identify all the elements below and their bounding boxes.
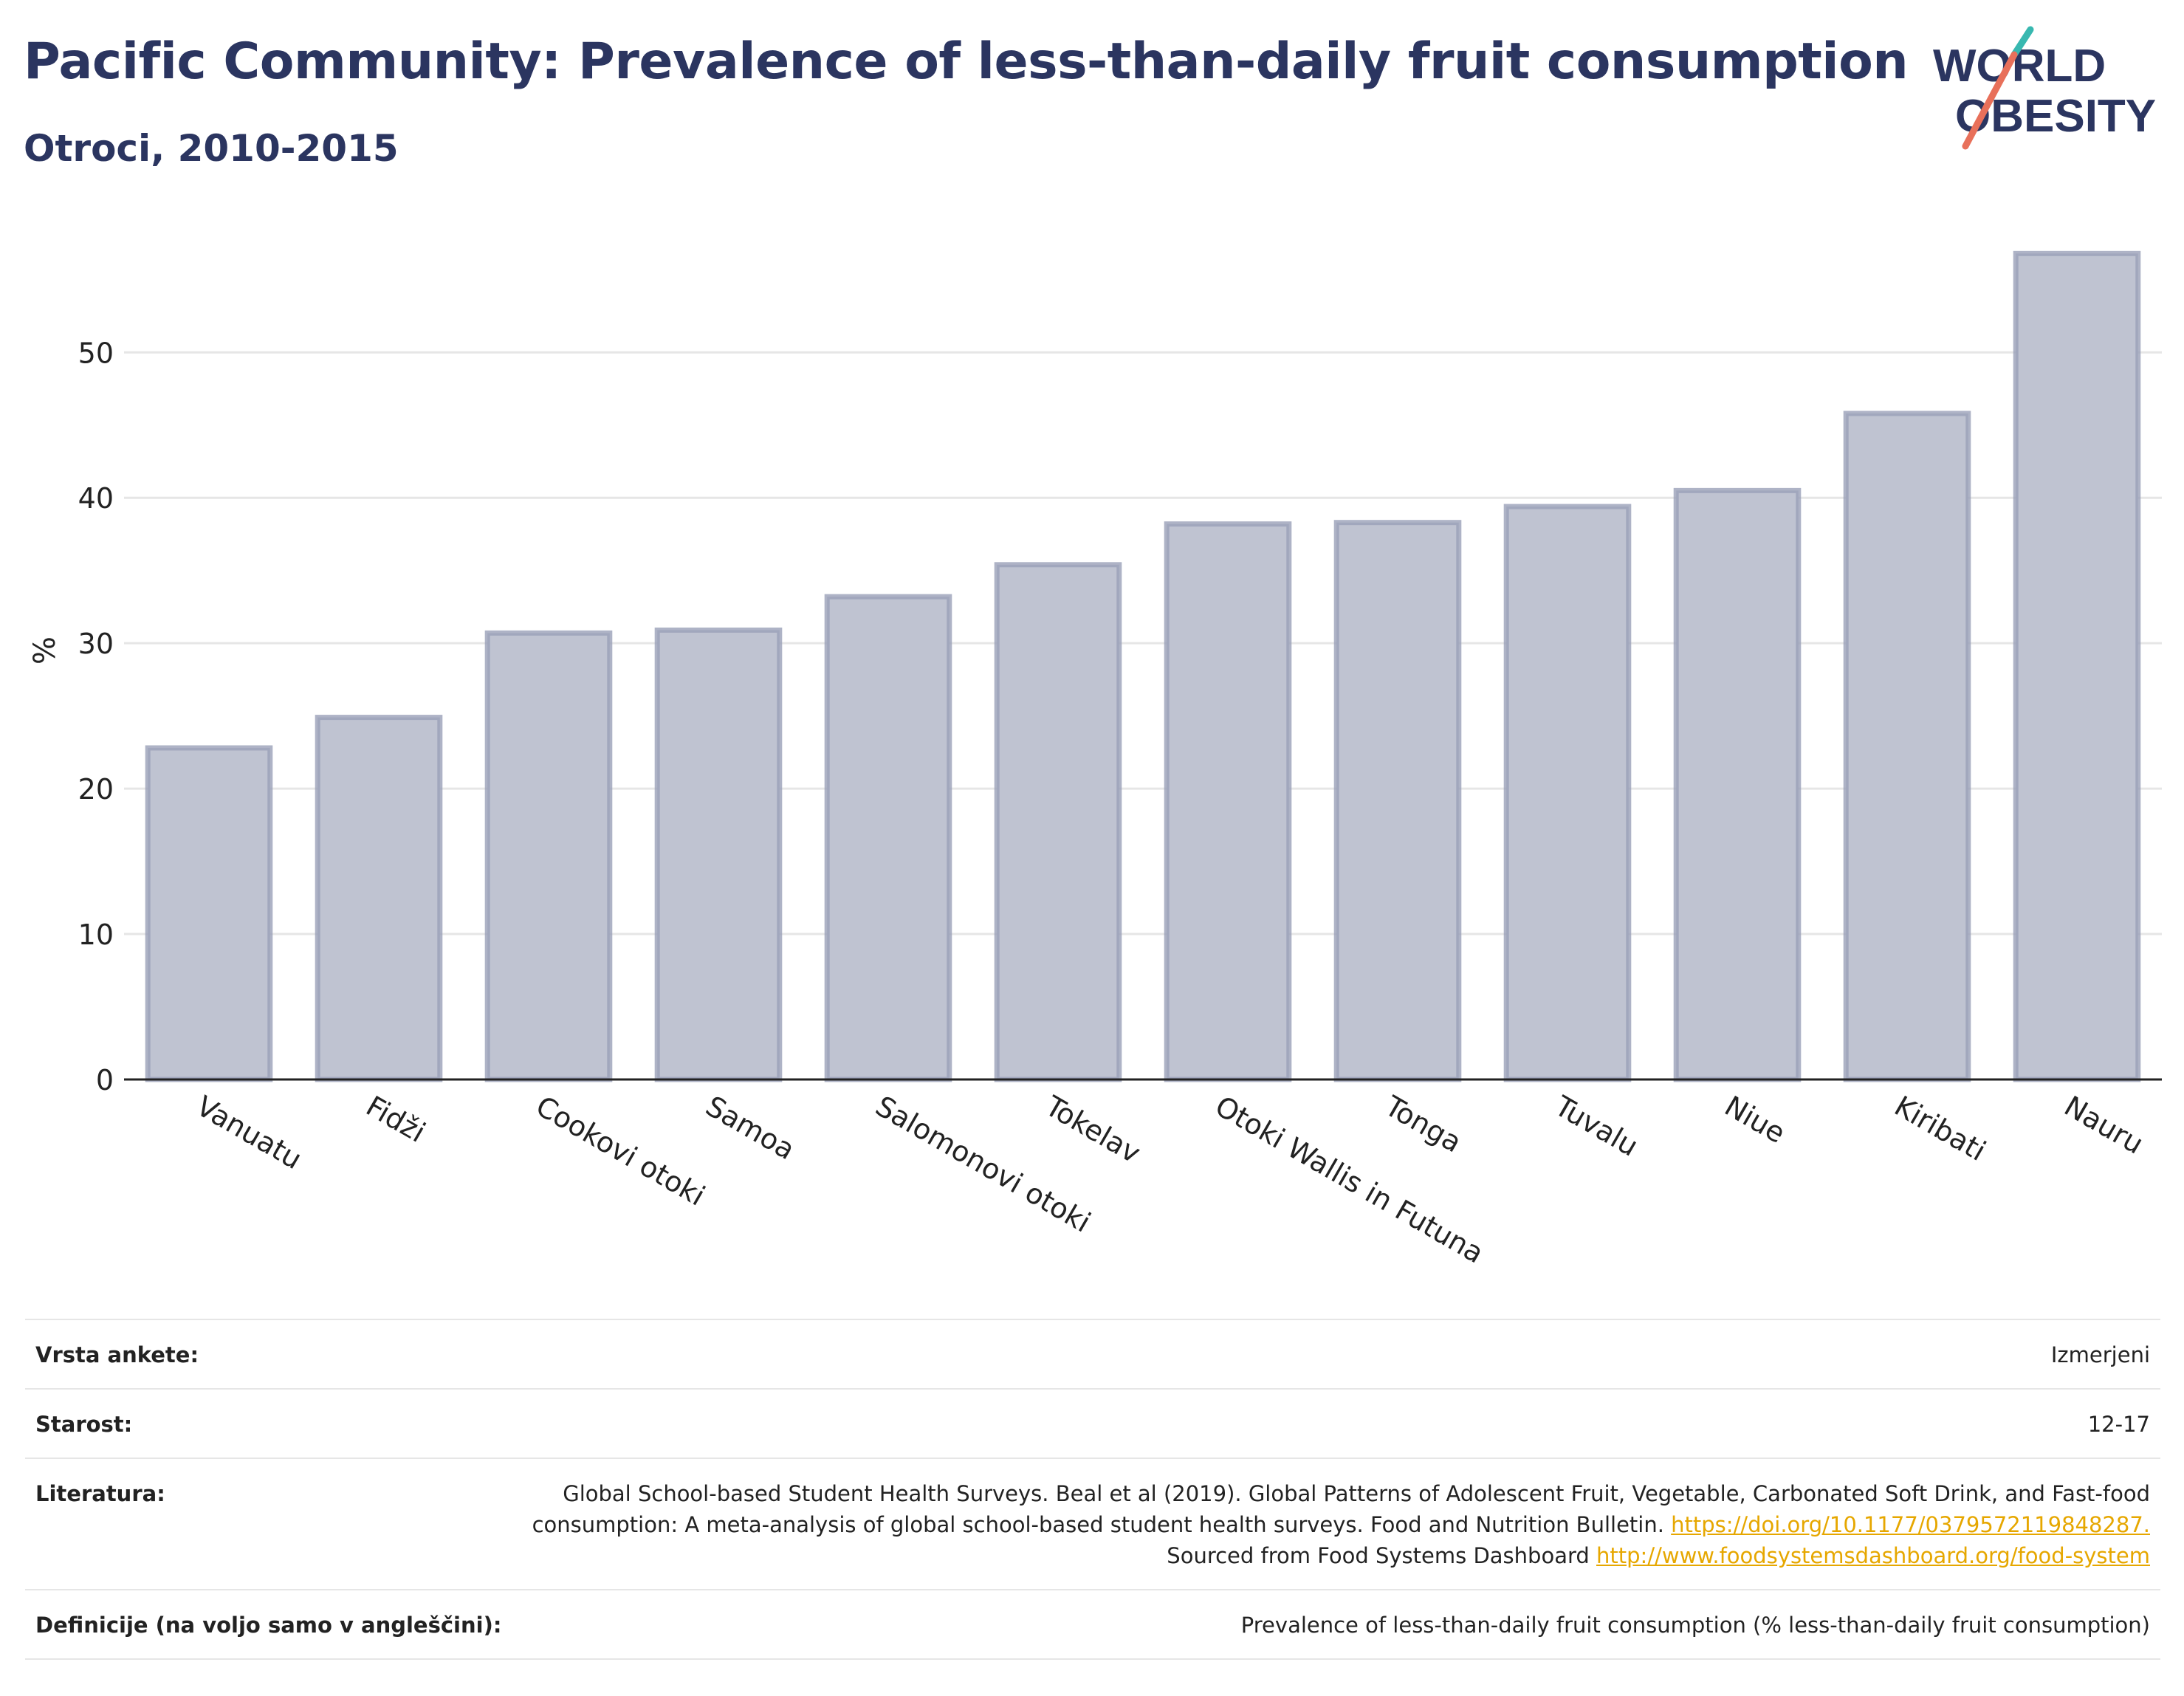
x-tick-label: Nauru (2059, 1090, 2149, 1161)
chart-subtitle: Otroci, 2010-2015 (24, 127, 399, 170)
x-tick-label: Tonga (1379, 1089, 1467, 1158)
y-tick-label: 50 (78, 337, 114, 369)
metadata-table: Vrsta ankete: Izmerjeni Starost: 12-17 L… (25, 1319, 2160, 1660)
x-tick-label: Cookovi otoki (531, 1090, 711, 1212)
definition-value: Prevalence of less-than-daily fruit cons… (1240, 1613, 2150, 1638)
literature-text: Global School-based Student Health Surve… (532, 1481, 2150, 1537)
age-label: Starost: (35, 1412, 133, 1437)
logo-slash-teal-icon (2010, 26, 2034, 58)
bar[interactable] (145, 745, 273, 1082)
survey-type-value: Izmerjeni (2050, 1342, 2150, 1367)
x-tick-label: Fidži (361, 1090, 431, 1149)
literature-text-2: Sourced from Food Systems Dashboard (1167, 1543, 1597, 1568)
survey-type-label: Vrsta ankete: (35, 1342, 199, 1367)
x-tick-label: Otoki Wallis in Futuna (1210, 1090, 1489, 1270)
meta-row-literature: Literatura: Global School-based Student … (25, 1458, 2160, 1589)
y-tick-label: 40 (78, 482, 114, 515)
meta-row-definition: Definicije (na voljo samo v angleščini):… (25, 1589, 2160, 1660)
bar[interactable] (315, 715, 443, 1082)
literature-value: Global School-based Student Health Surve… (526, 1478, 2150, 1571)
y-axis-title: % (28, 636, 62, 665)
bar[interactable] (2013, 250, 2141, 1082)
definition-label: Definicije (na voljo samo v angleščini): (35, 1613, 502, 1638)
bar[interactable] (654, 627, 783, 1082)
world-obesity-logo: WORLD OBESITY (1933, 26, 2156, 150)
y-tick-label: 30 (78, 628, 114, 660)
meta-row-survey: Vrsta ankete: Izmerjeni (25, 1319, 2160, 1388)
x-tick-label: Tokelav (1040, 1089, 1146, 1170)
bar[interactable] (1843, 411, 1971, 1082)
bar[interactable] (1503, 504, 1632, 1082)
bar[interactable] (1673, 487, 1802, 1082)
bar[interactable] (484, 630, 613, 1082)
x-tick-label: Kiribati (1889, 1090, 1992, 1167)
y-tick-label: 10 (78, 919, 114, 951)
x-tick-label: Niue (1720, 1090, 1791, 1150)
meta-row-age: Starost: 12-17 (25, 1388, 2160, 1458)
x-tick-label: Tuvalu (1549, 1089, 1644, 1163)
literature-label: Literatura: (35, 1481, 165, 1506)
x-tick-label: Samoa (701, 1090, 800, 1167)
bar-chart: 0 10 20 30 40 50% Vanuatu Fidži Cookovi otokiSam… (28, 250, 2162, 1270)
x-tick-label: Vanuatu (191, 1090, 308, 1175)
bar[interactable] (994, 562, 1122, 1082)
logo-slash-red-icon (1962, 51, 2018, 150)
bar[interactable] (1164, 521, 1292, 1082)
y-tick-label: 20 (78, 773, 114, 806)
doi-link[interactable]: https://doi.org/10.1177/0379572119848287… (1671, 1512, 2150, 1537)
food-systems-link[interactable]: http://www.foodsystemsdashboard.org/food… (1596, 1543, 2150, 1568)
bar[interactable] (1333, 520, 1462, 1082)
bar[interactable] (824, 594, 952, 1082)
y-tick-label: 0 (96, 1064, 114, 1096)
age-value: 12-17 (2087, 1412, 2150, 1437)
chart-title: Pacific Community: Prevalence of less-th… (24, 32, 1909, 91)
